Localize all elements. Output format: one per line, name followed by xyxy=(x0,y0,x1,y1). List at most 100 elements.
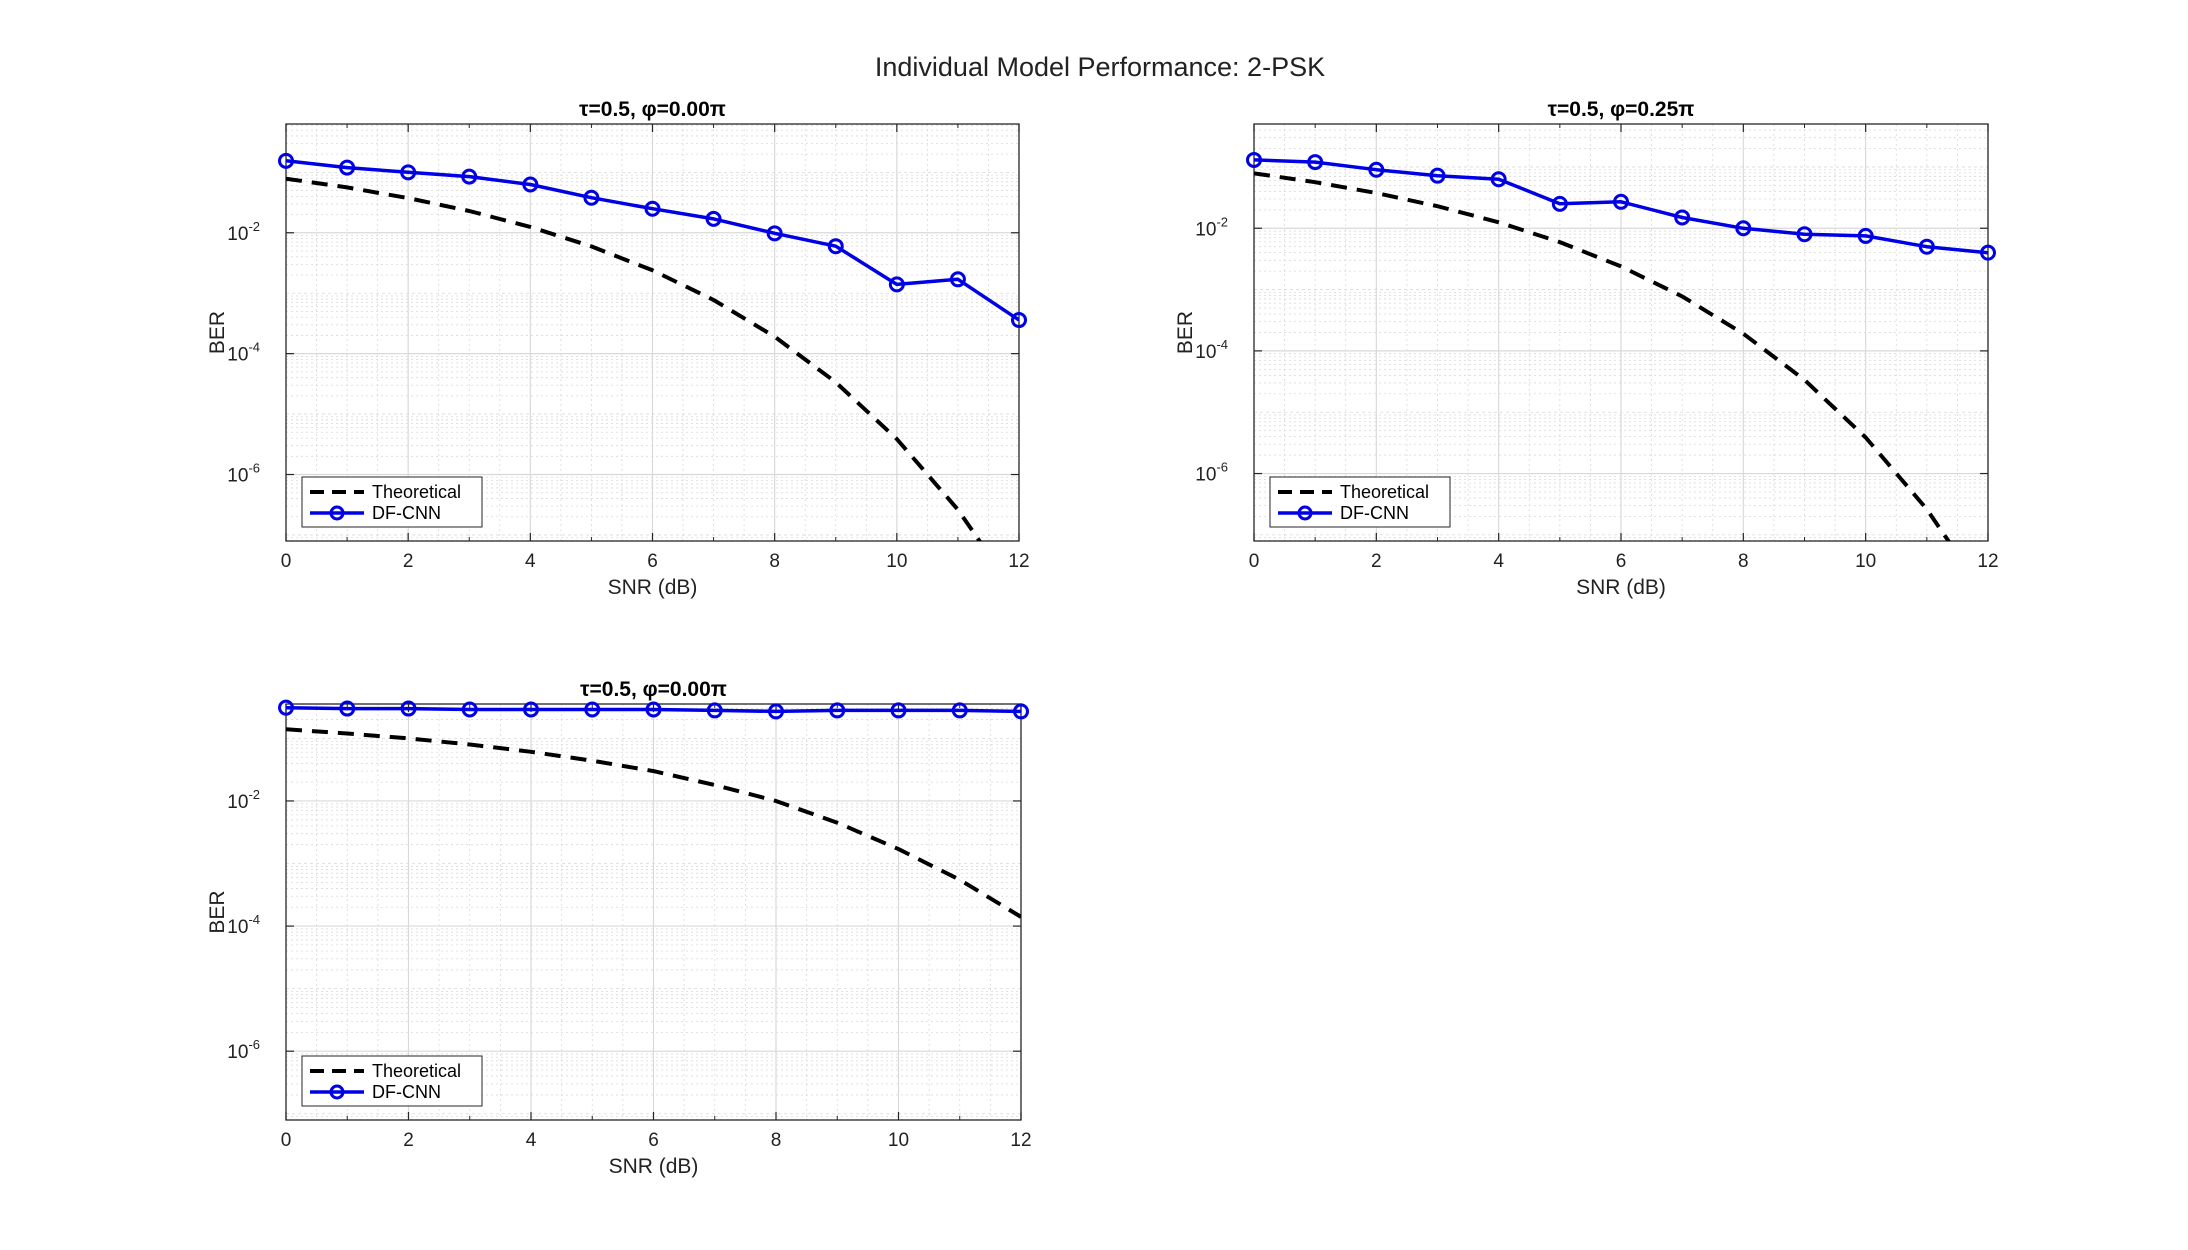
grid xyxy=(1254,124,1988,541)
data-point-dfcnn xyxy=(705,210,722,227)
y-tick-label: 10-2 xyxy=(1195,214,1228,240)
x-tick-label: 8 xyxy=(771,1130,782,1151)
data-point-dfcnn xyxy=(1674,209,1691,226)
data-point-dfcnn xyxy=(1368,161,1385,178)
plot-series xyxy=(286,705,1021,919)
x-tick-label: 4 xyxy=(526,1130,537,1151)
series-line-theoretical xyxy=(1254,171,1951,541)
data-point-dfcnn xyxy=(1796,226,1813,243)
y-tick-label: 10-2 xyxy=(227,219,260,245)
legend-marker xyxy=(1297,505,1313,521)
plot-series xyxy=(286,159,1019,541)
x-tick-label: 12 xyxy=(1977,551,1998,572)
data-point-dfcnn xyxy=(645,701,662,718)
legend-box xyxy=(301,476,483,528)
x-tick-label: 6 xyxy=(648,1130,659,1151)
data-point-dfcnn xyxy=(400,164,417,181)
data-point-dfcnn xyxy=(523,701,539,718)
legend-box xyxy=(301,1055,483,1107)
series-line-theoretical xyxy=(286,176,982,541)
x-tick-label: 10 xyxy=(886,551,907,572)
legend-entry: Theoretical xyxy=(372,1061,461,1081)
x-tick-label: 2 xyxy=(403,1130,414,1151)
y-tick-label: 10-6 xyxy=(1195,460,1228,486)
subplot-2: 0 2 4 6 8 10 12 10-2 10-4 10-6 τ=0.5, φ=0.25π SNR (… xyxy=(1174,98,1999,599)
legend-entry: DF-CNN xyxy=(1340,503,1409,523)
data-point-dfcnn xyxy=(461,701,478,718)
x-tick-label: 2 xyxy=(403,551,414,572)
data-point-dfcnn xyxy=(890,702,907,719)
data-point-dfcnn xyxy=(829,702,846,719)
x-tick-label: 4 xyxy=(525,551,536,572)
legend-box xyxy=(1269,476,1451,528)
y-tick-label: 10-6 xyxy=(227,1037,260,1063)
data-point-dfcnn xyxy=(1246,151,1262,168)
x-tick-label: 6 xyxy=(647,551,658,572)
subplot-title: τ=0.5, φ=0.00π xyxy=(580,678,727,701)
data-point-dfcnn xyxy=(278,152,294,169)
data-point-dfcnn xyxy=(522,176,539,193)
x-axis-label: SNR (dB) xyxy=(1576,576,1666,599)
y-tick-label: 10-2 xyxy=(227,787,260,813)
data-point-dfcnn xyxy=(1613,193,1629,210)
y-tick-label: 10-6 xyxy=(227,461,260,487)
data-point-dfcnn xyxy=(339,159,356,176)
data-point-dfcnn xyxy=(1013,703,1029,720)
x-axis-label: SNR (dB) xyxy=(609,1155,699,1178)
y-tick-label: 10-4 xyxy=(227,912,260,938)
y-axis-label: BER xyxy=(206,311,229,354)
x-tick-label: 2 xyxy=(1371,551,1382,572)
series-line-theoretical xyxy=(286,727,1021,919)
x-axis-label: SNR (dB) xyxy=(608,576,698,599)
subplot-title: τ=0.5, φ=0.00π xyxy=(579,98,726,121)
legend-entry: Theoretical xyxy=(1340,482,1429,502)
legend-marker xyxy=(329,505,345,521)
data-point-dfcnn xyxy=(1918,238,1935,255)
data-point-dfcnn xyxy=(888,276,905,293)
x-tick-label: 4 xyxy=(1493,551,1504,572)
plot-series xyxy=(1254,158,1988,541)
data-point-dfcnn xyxy=(766,225,783,242)
subplot-title: τ=0.5, φ=0.25π xyxy=(1548,98,1695,121)
data-point-dfcnn xyxy=(1011,312,1027,329)
x-tick-label: 8 xyxy=(769,551,780,572)
x-tick-label: 0 xyxy=(281,551,292,572)
legend-marker xyxy=(329,1084,345,1100)
legend-entry: DF-CNN xyxy=(372,1082,441,1102)
data-point-dfcnn xyxy=(400,700,417,717)
data-point-dfcnn xyxy=(584,701,601,718)
data-point-dfcnn xyxy=(1857,227,1874,244)
data-point-dfcnn xyxy=(1980,244,1996,261)
y-tick-label: 10-4 xyxy=(1195,337,1228,363)
data-point-dfcnn xyxy=(278,699,294,716)
data-point-dfcnn xyxy=(1307,154,1324,171)
data-point-dfcnn xyxy=(827,238,844,255)
legend-entry: Theoretical xyxy=(372,482,461,502)
data-point-dfcnn xyxy=(644,200,661,217)
x-tick-label: 10 xyxy=(1855,551,1876,572)
data-point-dfcnn xyxy=(1551,195,1568,212)
x-tick-label: 6 xyxy=(1616,551,1627,572)
legend-entry: DF-CNN xyxy=(372,503,441,523)
data-point-dfcnn xyxy=(583,189,600,206)
subplot-3: 0 2 4 6 8 10 12 10-2 10-4 10-6 τ=0.5, φ=0.00π SNR (… xyxy=(206,678,1032,1178)
series-line-df-cnn xyxy=(286,705,1021,714)
data-point-dfcnn xyxy=(339,700,356,717)
data-point-dfcnn xyxy=(1735,220,1752,237)
y-axis-label: BER xyxy=(206,890,229,933)
series-line-df-cnn xyxy=(1254,158,1988,255)
data-point-dfcnn xyxy=(1490,171,1507,188)
data-point-dfcnn xyxy=(706,702,723,719)
data-point-dfcnn xyxy=(1429,167,1446,184)
grid xyxy=(286,704,1021,1120)
y-tick-label: 10-4 xyxy=(227,340,260,366)
series-line-df-cnn xyxy=(286,159,1019,322)
data-point-dfcnn xyxy=(951,702,968,719)
data-point-dfcnn xyxy=(949,271,966,288)
x-tick-label: 10 xyxy=(888,1130,909,1151)
data-point-dfcnn xyxy=(768,703,784,720)
